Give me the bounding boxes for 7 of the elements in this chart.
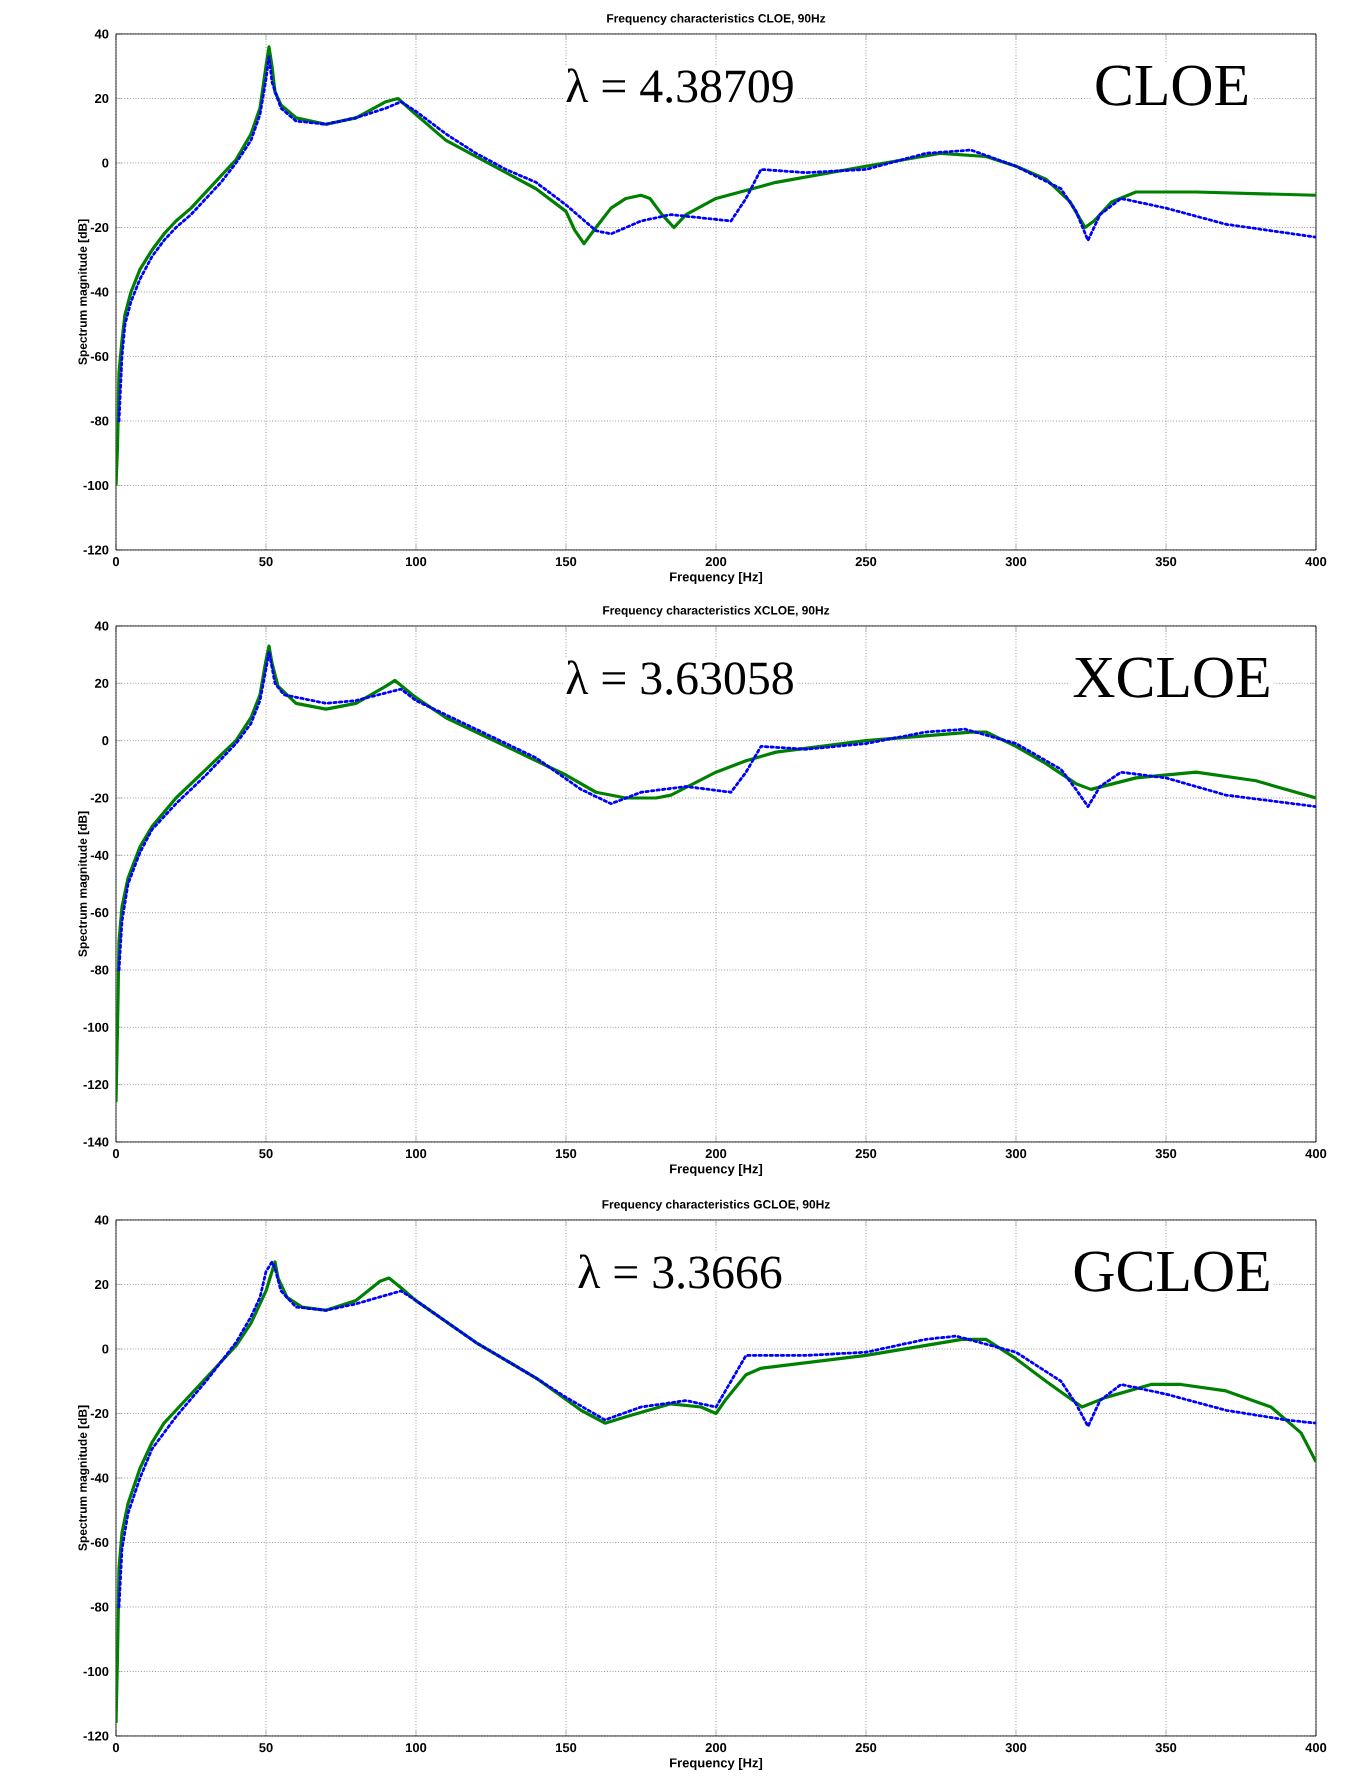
annotation: GCLOE <box>1074 1251 1269 1292</box>
annotation: XCLOE <box>1073 657 1269 698</box>
line-series <box>117 650 1316 972</box>
annotation: λ = 4.38709 <box>566 68 793 103</box>
annotation: CLOE <box>1096 65 1248 106</box>
annotation: λ = 3.3666 <box>578 1254 782 1289</box>
annotation: λ = 3.63058 <box>566 660 793 695</box>
